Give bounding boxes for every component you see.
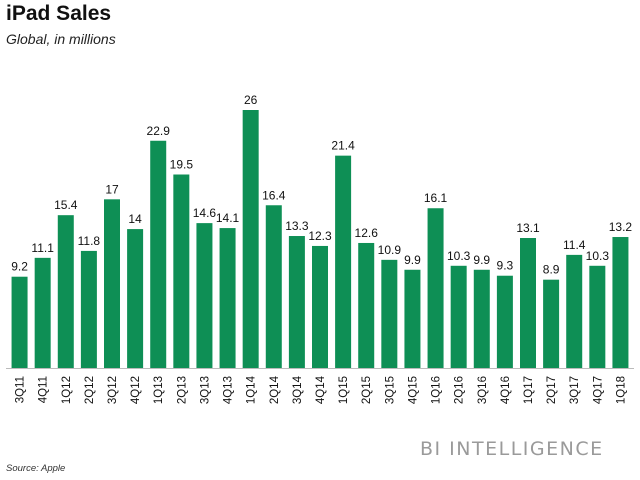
value-label-1Q14: 26 [244,93,258,107]
x-tick-label-1Q15: 1Q15 [338,376,350,404]
x-tick-label-3Q14: 3Q14 [292,375,304,404]
x-tick-label-4Q15: 4Q15 [407,376,419,404]
value-label-2Q16: 10.3 [447,249,471,263]
value-label-3Q16: 9.9 [473,253,490,267]
x-tick-label-1Q16: 1Q16 [431,376,443,404]
bar-3Q13 [196,223,213,368]
x-tick-label-2Q17: 2Q17 [546,376,558,404]
bar-4Q14 [312,245,328,368]
bar-series [11,110,629,368]
bar-3Q17 [566,254,583,368]
x-tick-label-1Q12: 1Q12 [61,376,73,404]
value-label-3Q11: 9.2 [11,260,28,274]
value-label-2Q14: 16.4 [262,188,286,202]
x-tick-label-4Q14: 4Q14 [315,375,327,404]
bar-4Q17 [589,265,606,368]
value-label-4Q15: 9.9 [404,253,421,267]
x-tick-label-2Q14: 2Q14 [269,375,281,404]
bar-3Q12 [104,199,120,368]
value-label-3Q14: 13.3 [285,219,309,233]
value-label-3Q17: 11.4 [563,238,586,252]
x-axis-tick-labels: 3Q11 4Q11 1Q12 2Q12 3Q12 4Q12 1Q13 2Q13 3Q13 4Q13… [15,375,628,404]
value-label-3Q12: 17 [105,182,119,196]
value-label-2Q12: 11.8 [78,234,101,248]
x-tick-label-3Q11: 3Q11 [15,376,27,403]
value-label-1Q18: 13.2 [609,220,633,234]
value-label-1Q17: 13.1 [516,221,540,235]
x-tick-label-3Q16: 3Q16 [477,376,489,404]
x-tick-label-4Q12: 4Q12 [130,376,142,404]
bar-2Q14 [265,205,282,368]
x-tick-label-4Q11: 4Q11 [38,376,50,403]
bar-1Q15 [335,155,352,368]
bar-1Q13 [150,140,167,368]
value-labels: 9.211.1 15.4 11.8 17 14 22.9 19.5 14.6 14.1 26 16.… [11,93,632,277]
value-label-4Q13: 14.1 [216,211,240,225]
x-tick-label-1Q14: 1Q14 [246,375,258,404]
value-label-2Q15: 12.6 [355,226,379,240]
bar-1Q12 [57,215,74,368]
value-label-2Q13: 19.5 [170,158,194,172]
x-tick-label-1Q13: 1Q13 [153,376,165,404]
value-label-1Q16: 16.1 [424,191,448,205]
x-tick-label-3Q15: 3Q15 [384,376,396,404]
value-label-3Q15: 10.9 [378,243,402,257]
bar-1Q16 [427,208,444,368]
value-label-1Q12: 15.4 [54,198,78,212]
x-tick-label-1Q17: 1Q17 [523,376,535,404]
value-label-3Q13: 14.6 [193,206,217,220]
x-tick-label-4Q13: 4Q13 [223,376,235,404]
value-label-1Q13: 22.9 [147,124,171,138]
bar-2Q12 [80,250,97,368]
x-tick-label-2Q15: 2Q15 [361,376,373,404]
bar-2Q16 [450,265,467,368]
bar-2Q13 [173,174,190,368]
x-tick-label-3Q17: 3Q17 [569,376,581,404]
x-tick-label-2Q16: 2Q16 [454,376,466,404]
bar-4Q12 [127,229,144,368]
bar-2Q17 [543,279,560,368]
value-label-2Q17: 8.9 [543,263,560,277]
value-label-4Q14: 12.3 [308,229,332,243]
bar-4Q15 [404,269,421,368]
x-tick-label-1Q18: 1Q18 [615,376,627,404]
bar-1Q14 [242,110,259,368]
value-label-4Q11: 11.1 [31,241,54,255]
source-note: Source: Apple [6,463,66,474]
value-label-1Q15: 21.4 [331,139,355,153]
bar-2Q15 [358,242,375,368]
bar-3Q16 [473,269,490,368]
bar-4Q16 [496,275,513,368]
value-label-4Q12: 14 [128,212,142,226]
brand-watermark: BI INTELLIGENCE [420,438,604,460]
value-label-4Q17: 10.3 [586,249,610,263]
x-tick-label-4Q16: 4Q16 [500,376,512,404]
x-tick-label-3Q13: 3Q13 [199,376,211,404]
x-tick-label-2Q13: 2Q13 [176,376,188,404]
bar-3Q11 [11,276,28,368]
bar-1Q18 [612,237,629,368]
x-tick-label-4Q17: 4Q17 [592,376,604,404]
chart-subtitle: Global, in millions [6,31,116,47]
bar-4Q11 [34,257,51,368]
bar-1Q17 [520,238,536,368]
bar-4Q13 [219,228,236,368]
bar-3Q15 [381,259,398,368]
x-tick-label-3Q12: 3Q12 [107,376,119,404]
chart-title: iPad Sales [6,2,112,25]
bar-3Q14 [288,236,305,368]
x-tick-label-2Q12: 2Q12 [84,376,96,404]
value-label-4Q16: 9.3 [497,259,514,273]
